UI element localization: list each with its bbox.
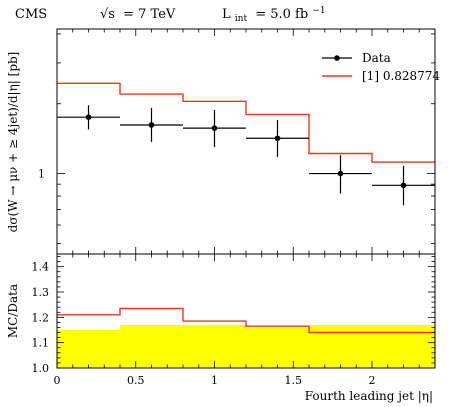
x-tick-label: 1 bbox=[211, 374, 218, 387]
energy-label: √s = 7 TeV bbox=[100, 7, 176, 22]
ratio-panel-content bbox=[57, 307, 435, 368]
data-point bbox=[337, 170, 344, 177]
legend-data-label: Data bbox=[362, 51, 391, 65]
ratio-uncertainty-band bbox=[372, 324, 435, 368]
data-point bbox=[148, 122, 155, 128]
ratio-y-axis-label: MC/Data bbox=[6, 284, 20, 338]
ratio-panel: 0 0.5 1 1.5 2 1.0 1.1 1.2 1.3 1.4 MC/Data Fourth … bbox=[6, 253, 436, 403]
ratio-uncertainty-band bbox=[246, 327, 309, 368]
ratio-uncertainty-band bbox=[309, 324, 372, 368]
y-tick-label: 1 bbox=[38, 168, 45, 181]
legend-mc-label: [1] 0.828774 bbox=[362, 69, 440, 83]
main-panel-ticks: 1 bbox=[38, 29, 436, 254]
main-y-axis-label: dσ(W → μν + ≥ 4jet)/d|η| [pb] bbox=[6, 52, 20, 233]
ratio-uncertainty-band bbox=[57, 330, 120, 368]
ratio-uncertainty-band bbox=[120, 324, 183, 368]
ratio-uncertainty-band bbox=[183, 324, 246, 368]
y-tick-label: 1.2 bbox=[32, 311, 50, 324]
mc-prediction-step-line bbox=[57, 82, 435, 163]
y-tick-label: 1.4 bbox=[32, 261, 50, 274]
x-tick-label: 1.5 bbox=[285, 374, 303, 387]
legend-data-marker bbox=[334, 55, 340, 61]
x-axis-label: Fourth leading jet |η| bbox=[305, 389, 433, 403]
lumi-exp: −1 bbox=[312, 6, 325, 16]
lumi-value: = 5.0 fb bbox=[255, 7, 308, 22]
main-panel-content bbox=[57, 82, 435, 206]
energy-value: = 7 TeV bbox=[123, 7, 176, 22]
experiment-label: CMS bbox=[15, 7, 47, 22]
main-panel: 1 dσ(W → μν + ≥ 4jet)/d|η| [pb] Data [1] … bbox=[6, 28, 440, 255]
data-point bbox=[400, 182, 407, 189]
x-tick-label: 0.5 bbox=[127, 374, 145, 387]
ratio-panel-ticks: 0 0.5 1 1.5 2 1.0 1.1 1.2 1.3 1.4 bbox=[32, 254, 436, 387]
legend: Data [1] 0.828774 bbox=[322, 51, 440, 83]
lumi-prefix: L bbox=[222, 7, 231, 22]
data-point bbox=[211, 125, 218, 131]
x-tick-label: 0 bbox=[54, 374, 61, 387]
data-point bbox=[274, 135, 281, 142]
data-point bbox=[85, 114, 92, 120]
y-tick-label: 1.0 bbox=[32, 362, 50, 375]
header: CMS √s = 7 TeV L int = 5.0 fb −1 bbox=[15, 6, 326, 25]
y-tick-label: 1.1 bbox=[32, 337, 50, 350]
y-tick-label: 1.3 bbox=[32, 286, 50, 299]
energy-prefix: √s bbox=[100, 7, 115, 22]
luminosity-label: L int = 5.0 fb −1 bbox=[222, 6, 326, 25]
x-tick-label: 2 bbox=[369, 374, 376, 387]
ratio-mc-step-line bbox=[57, 307, 435, 334]
lumi-sub: int bbox=[235, 14, 248, 24]
